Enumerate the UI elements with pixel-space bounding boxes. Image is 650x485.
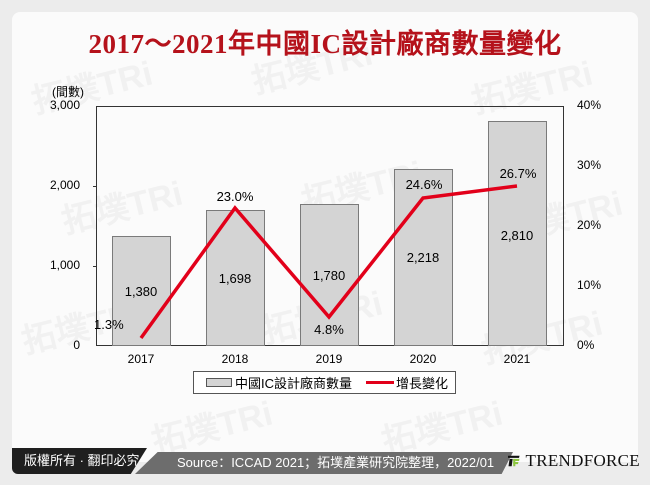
pct-label: 26.7% [499, 166, 537, 181]
bar-2021 [488, 121, 547, 346]
legend-bar-label: 中國IC設計廠商數量 [235, 376, 353, 391]
y2-tick: 10% [577, 278, 602, 292]
y2-tick: 0% [577, 338, 595, 352]
x-tick: 2018 [221, 352, 249, 366]
pct-label: 1.3% [94, 317, 124, 332]
y2-tick: 20% [577, 218, 602, 232]
legend-line-swatch [366, 381, 395, 384]
x-tick: 2017 [127, 352, 155, 366]
y2-tick: 40% [577, 98, 602, 112]
bar-value-label: 1,380 [124, 284, 158, 299]
pct-label: 23.0% [216, 189, 254, 204]
bar-value-label: 1,698 [218, 271, 252, 286]
y-tick: 3,000 [49, 98, 80, 112]
legend-bar-swatch [206, 378, 232, 387]
y2-tick: 30% [577, 158, 602, 172]
bar-2019 [300, 204, 359, 346]
y-tick-mark [93, 186, 97, 187]
chart-legend: 中國IC設計廠商數量 增長變化 [193, 371, 456, 394]
copyright-banner: 版權所有 · 翻印必究 [12, 448, 147, 474]
y-tick-mark [93, 266, 97, 267]
x-tick: 2020 [409, 352, 437, 366]
y-tick: 1,000 [49, 258, 80, 272]
bar-value-label: 2,810 [500, 228, 534, 243]
pct-label: 24.6% [405, 177, 443, 192]
bar-value-label: 1,780 [312, 268, 346, 283]
chart-title: 2017～2021年中國IC設計廠商數量變化 [88, 29, 562, 59]
y-axis-unit: (間數) [52, 85, 84, 99]
trendforce-logo-icon [508, 455, 520, 467]
source-banner: Source：ICCAD 2021；拓墣產業研究院整理，2022/01 [135, 452, 513, 474]
x-tick: 2021 [503, 352, 531, 366]
trendforce-logo: TRENDFORCE [508, 446, 640, 476]
legend-line-label: 增長變化 [396, 376, 449, 391]
bar-value-label: 2,218 [406, 250, 440, 265]
bar-2017 [112, 236, 171, 346]
pct-label: 4.8% [314, 322, 344, 337]
x-tick: 2019 [315, 352, 343, 366]
logo-text: TRENDFORCE [525, 451, 640, 470]
y-tick: 2,000 [49, 178, 80, 192]
y-tick: 0 [73, 338, 80, 352]
